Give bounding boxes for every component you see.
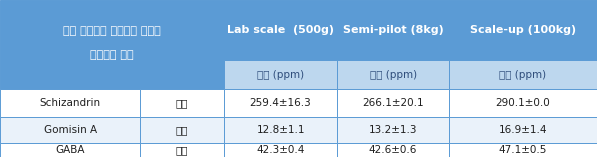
Bar (0, 143, 140, 157)
Text: 12.8±1.1: 12.8±1.1 (256, 125, 305, 135)
Text: 평균: 평균 (176, 98, 188, 108)
Text: GABA: GABA (56, 145, 85, 155)
Text: 평균: 평균 (176, 125, 188, 135)
Bar (337, 0, 449, 60)
Text: 유효성분 함량: 유효성분 함량 (90, 50, 134, 60)
Text: 16.9±1.4: 16.9±1.4 (498, 125, 547, 135)
Text: 290.1±0.0: 290.1±0.0 (496, 98, 550, 108)
Bar (224, 0, 337, 60)
Bar (449, 60, 597, 89)
Bar (337, 60, 449, 89)
Bar (449, 89, 597, 117)
Text: Semi-pilot (8kg): Semi-pilot (8kg) (343, 25, 444, 35)
Text: Lab scale  (500g): Lab scale (500g) (227, 25, 334, 35)
Text: 평균: 평균 (176, 145, 188, 155)
Text: 42.3±0.4: 42.3±0.4 (256, 145, 305, 155)
Text: 42.6±0.6: 42.6±0.6 (369, 145, 417, 155)
Bar (449, 0, 597, 60)
Bar (224, 143, 337, 157)
Text: 47.1±0.5: 47.1±0.5 (498, 145, 547, 155)
Bar (140, 143, 224, 157)
Text: 상황 고상발효 오미자박 추출물: 상황 고상발효 오미자박 추출물 (63, 26, 161, 36)
Bar (0, 117, 140, 143)
Bar (0, 0, 224, 89)
Text: 259.4±16.3: 259.4±16.3 (250, 98, 312, 108)
Text: 13.2±1.3: 13.2±1.3 (369, 125, 417, 135)
Text: 농도 (ppm): 농도 (ppm) (370, 70, 417, 80)
Bar (337, 117, 449, 143)
Bar (337, 143, 449, 157)
Bar (0, 89, 140, 117)
Bar (449, 117, 597, 143)
Bar (337, 89, 449, 117)
Bar (224, 89, 337, 117)
Bar (224, 60, 337, 89)
Text: Gomisin A: Gomisin A (44, 125, 97, 135)
Bar (140, 117, 224, 143)
Bar (224, 117, 337, 143)
Text: 농도 (ppm): 농도 (ppm) (500, 70, 546, 80)
Text: Scale-up (100kg): Scale-up (100kg) (470, 25, 576, 35)
Bar (449, 143, 597, 157)
Bar (140, 89, 224, 117)
Text: Schizandrin: Schizandrin (39, 98, 101, 108)
Text: 266.1±20.1: 266.1±20.1 (362, 98, 424, 108)
Text: 농도 (ppm): 농도 (ppm) (257, 70, 304, 80)
